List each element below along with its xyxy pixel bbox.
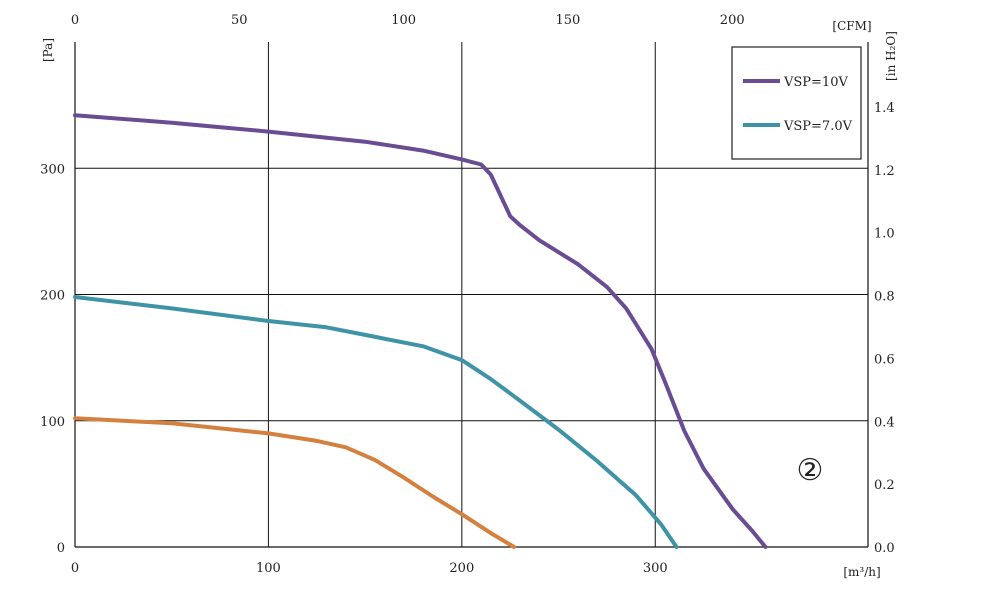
- legend-label-vsp-10v: VSP=10V: [783, 75, 848, 90]
- x2-tick-label: 50: [231, 13, 248, 28]
- x2-unit-label: [CFM]: [832, 19, 871, 33]
- axes: [74, 42, 869, 548]
- x-tick-label: 0: [71, 561, 79, 576]
- y-tick-label: 0: [57, 541, 65, 556]
- legend-label-vsp-7v: VSP=7.0V: [783, 119, 853, 134]
- y-unit-label: [Pa]: [41, 38, 55, 62]
- x-tick-label: 100: [256, 561, 281, 576]
- y2-tick-label: 0.2: [874, 478, 895, 493]
- series-curves: [73, 113, 768, 549]
- x2-tick-label: 150: [556, 13, 581, 28]
- x2-tick-label: 0: [71, 13, 79, 28]
- y2-tick-label: 1.0: [874, 227, 895, 242]
- grid: [75, 42, 868, 547]
- x2-tick-label: 200: [720, 13, 745, 28]
- y-tick-label: 300: [40, 162, 65, 177]
- x2-tick-label: 100: [391, 13, 416, 28]
- y2-unit-label: [in H₂O]: [884, 31, 898, 81]
- x-tick-label: 300: [643, 561, 668, 576]
- tick-labels: 0 100 200 300 0 100 200 300 0 50 100 150 200 0.0 0.2 0.…: [40, 13, 895, 576]
- x-tick-label: 200: [449, 561, 474, 576]
- y2-tick-label: 0.6: [874, 352, 895, 367]
- y2-tick-label: 0.4: [874, 415, 895, 430]
- y2-tick-label: 0.0: [874, 541, 895, 556]
- y2-tick-label: 1.2: [874, 164, 895, 179]
- legend: VSP=10V VSP=7.0V: [731, 46, 862, 160]
- series-line-1: [73, 295, 679, 549]
- legend-box: [731, 46, 862, 160]
- y2-tick-label: 0.8: [874, 290, 895, 305]
- y2-tick-label: 1.4: [874, 101, 895, 116]
- curve-set-annotation: ②: [797, 453, 824, 488]
- x-unit-label: [m³/h]: [843, 565, 880, 579]
- y-tick-label: 200: [40, 289, 65, 304]
- series-line-0: [73, 113, 768, 549]
- y-tick-label: 100: [40, 415, 65, 430]
- series-line-2: [73, 416, 517, 549]
